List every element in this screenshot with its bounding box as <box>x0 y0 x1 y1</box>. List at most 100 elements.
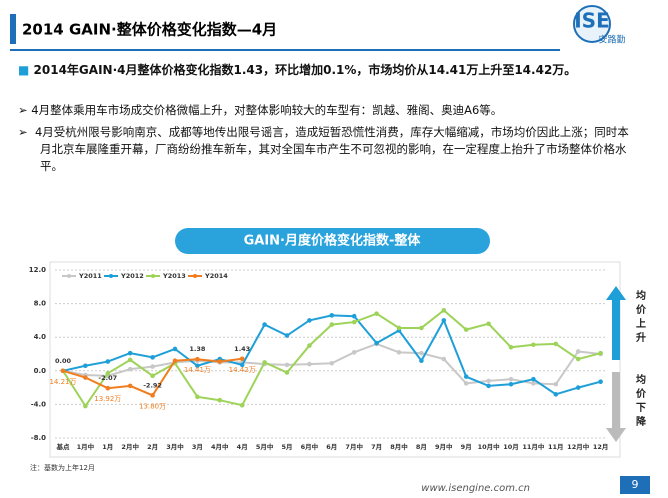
data-point <box>419 358 424 364</box>
data-point <box>60 368 66 374</box>
chart-title-pill <box>175 228 490 254</box>
data-point <box>83 375 88 380</box>
data-point <box>83 403 88 409</box>
data-point <box>105 385 111 391</box>
data-point <box>127 366 133 372</box>
x-tick-label: 4月中 <box>211 442 229 451</box>
data-point <box>553 381 559 387</box>
logo-sub: 安路勤 <box>598 34 625 46</box>
x-tick-label: 10月中 <box>478 442 500 451</box>
data-point <box>419 350 424 356</box>
x-tick-label: 7月 <box>371 443 382 451</box>
note: 注：基数为上年12月 <box>30 463 95 472</box>
data-point <box>553 392 559 397</box>
x-tick-label: 基点 <box>56 442 71 451</box>
data-label: 1.43 <box>234 345 250 353</box>
data-point <box>239 356 245 362</box>
x-tick-label: 5月中 <box>256 442 274 451</box>
legend-label: Y2014 <box>204 272 228 280</box>
data-point <box>284 370 290 375</box>
y-tick-label: 0.0 <box>34 367 47 375</box>
up-arrow <box>606 286 626 360</box>
data-point <box>486 321 491 327</box>
title-marker <box>10 14 16 44</box>
data-point <box>374 340 379 346</box>
x-tick-label: 8月 <box>416 443 427 451</box>
data-point <box>150 373 155 379</box>
up-label: 均价上升 <box>636 291 646 344</box>
y-tick-label: -8.0 <box>31 434 46 442</box>
data-point <box>127 383 133 389</box>
data-point <box>105 371 111 376</box>
data-point <box>127 357 133 363</box>
x-tick-label: 7月中 <box>345 442 363 451</box>
data-point <box>217 359 223 364</box>
data-point <box>374 311 379 316</box>
data-point <box>419 325 424 331</box>
data-point <box>531 342 536 348</box>
x-tick-label: 9月 <box>461 443 472 451</box>
data-point <box>441 318 447 323</box>
plot-frame <box>49 261 621 458</box>
data-point <box>463 381 469 386</box>
title: 2014 GAIN·整体价格变化指数—4月 <box>22 21 277 39</box>
data-point <box>150 393 155 398</box>
logo-mark <box>573 5 611 43</box>
data-point <box>531 376 536 382</box>
legend-marker <box>109 274 113 278</box>
data-point <box>83 363 88 369</box>
legend-label: Y2012 <box>120 272 144 280</box>
x-tick-label: 11月中 <box>522 442 544 451</box>
bullet-text: 2014年GAIN·4月整体价格变化指数1.43，环比增加0.1%，市场均价从1… <box>33 63 577 77</box>
data-point <box>575 356 581 362</box>
data-label: -2.07 <box>98 374 117 382</box>
bullet-text: 4月整体乘用车市场成交价格微幅上升，对整体影响较大的车型有：凯越、雅阁、奥迪A6… <box>31 103 503 117</box>
page-badge <box>620 476 650 494</box>
data-point <box>598 379 603 385</box>
data-point <box>329 313 335 318</box>
data-point <box>508 376 514 382</box>
x-tick-label: 2月中 <box>121 442 139 451</box>
data-point <box>127 350 133 356</box>
data-point <box>150 364 155 369</box>
data-point <box>307 343 312 348</box>
page-number: 9 <box>632 478 639 491</box>
data-point <box>239 402 245 408</box>
legend-marker <box>151 274 155 278</box>
x-tick-label: 9月中 <box>435 442 453 451</box>
x-tick-label: 6月中 <box>301 442 319 451</box>
data-point <box>307 361 312 367</box>
data-point <box>284 362 290 368</box>
chart-title: GAIN·月度价格变化指数-整体 <box>244 233 422 249</box>
data-point <box>195 356 200 362</box>
data-point <box>284 333 290 338</box>
price-label: 14.21万 <box>49 378 76 386</box>
data-point <box>329 322 335 327</box>
data-point <box>172 358 178 364</box>
data-point <box>508 381 514 387</box>
data-point <box>217 397 223 403</box>
x-tick-label: 3月中 <box>166 442 184 451</box>
data-point <box>307 318 312 323</box>
y-tick-label: 8.0 <box>34 300 47 308</box>
x-tick-label: 2月 <box>147 443 158 451</box>
data-point <box>575 385 581 390</box>
data-point <box>172 346 178 352</box>
x-tick-label: 12月 <box>593 443 609 451</box>
data-point <box>486 383 491 389</box>
data-point <box>531 381 536 386</box>
data-point <box>150 355 155 360</box>
x-tick-label: 11月 <box>548 443 564 451</box>
bullet-text: 4月受杭州限号影响南京、成都等地传出限号谣言，造成短暂恐慌性消费，库存大幅缩减，… <box>34 125 629 173</box>
legend-marker <box>193 274 197 278</box>
data-point <box>598 350 603 356</box>
x-tick-label: 4月 <box>237 443 248 451</box>
x-tick-label: 10月 <box>503 443 519 451</box>
y-tick-label: -4.0 <box>31 400 46 408</box>
bullet: ■ 2014年GAIN·4月整体价格变化指数1.43，环比增加0.1%，市场均价… <box>18 63 577 77</box>
footer-url: www.isengine.com.cn <box>421 483 530 494</box>
data-point <box>351 313 357 319</box>
data-label: -2.92 <box>143 381 162 389</box>
data-point <box>329 360 335 366</box>
